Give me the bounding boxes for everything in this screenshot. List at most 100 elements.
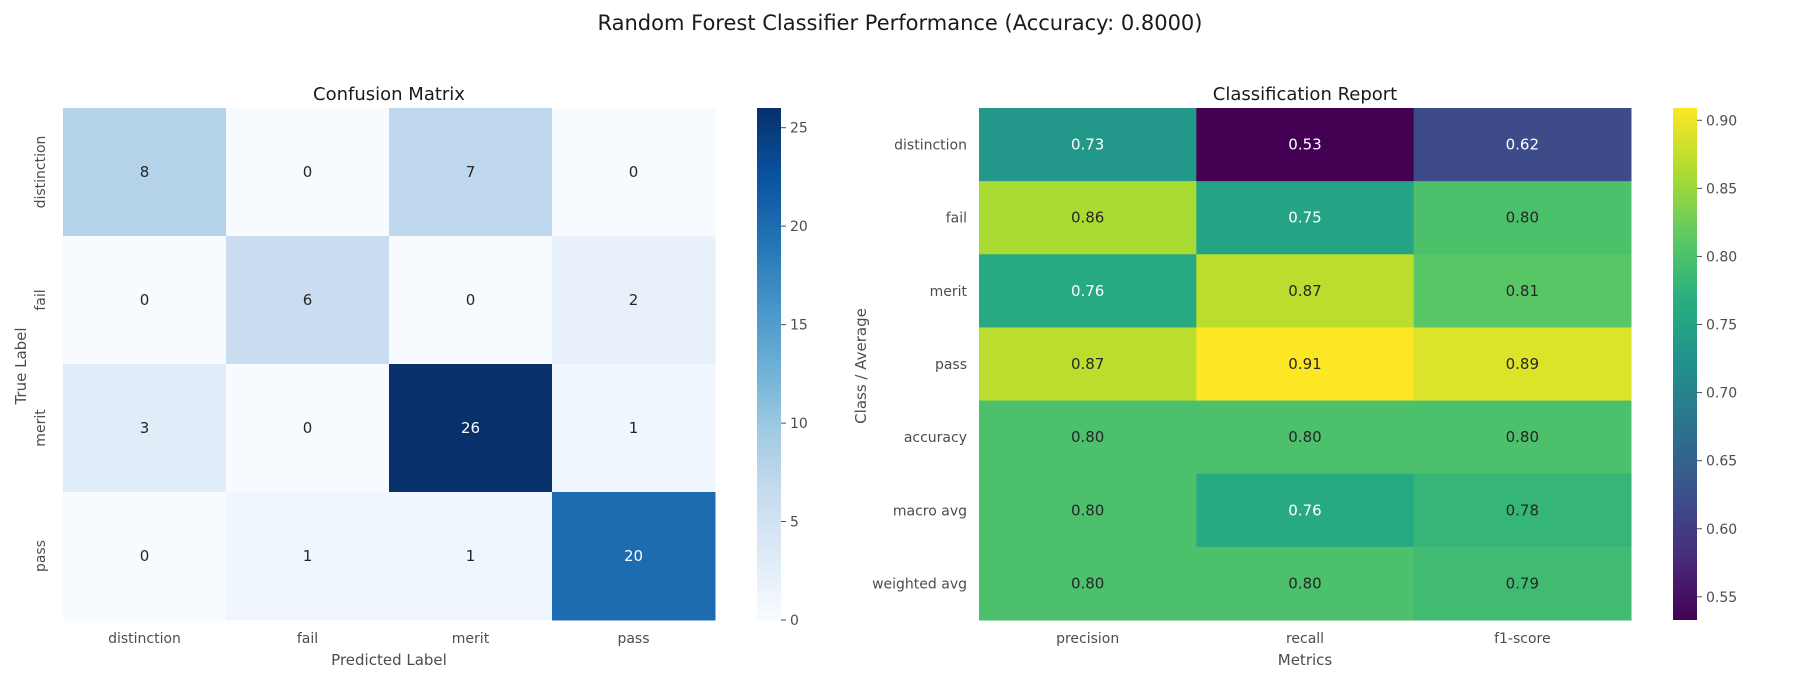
classification-report-cell [979,181,1197,255]
confusion-matrix-cell [389,364,553,493]
confusion-matrix-cell-label: 0 [629,163,639,181]
confusion-matrix-cell-label: 6 [303,291,313,309]
confusion-matrix-cell-label: 26 [461,419,480,437]
confusion-matrix-y-tick-label: pass [33,540,49,572]
confusion-matrix-colorbar [757,108,781,620]
confusion-matrix-colorbar-tick-label: 25 [790,121,808,137]
confusion-matrix-cells: 8 0 7 0 0 6 0 2 3 0 26 1 0 1 1 20 [63,108,716,621]
classification-report-cell-label: 0.80 [1288,574,1321,592]
classification-report-colorbar-ticks: 0.55 0.60 0.65 0.70 0.75 0.80 0.85 0.90 [1697,113,1737,606]
classification-report-colorbar-tick-label: 0.90 [1706,113,1737,129]
confusion-matrix-cell-label: 3 [140,419,150,437]
figure-title: Random Forest Classifier Performance (Ac… [598,11,1203,35]
confusion-matrix-cell-label: 7 [466,163,476,181]
confusion-matrix-x-tick-label: fail [297,631,318,647]
classification-report-y-ticks: distinction fail merit pass accuracy macro av… [872,138,967,593]
confusion-matrix-cell [226,108,390,237]
confusion-matrix-cell-label: 8 [140,163,150,181]
classification-report-cell-label: 0.80 [1506,428,1539,446]
classification-report-cell [1413,546,1632,621]
confusion-matrix-colorbar-tick-label: 10 [790,416,808,432]
confusion-matrix-cell-label: 0 [303,419,313,437]
confusion-matrix-y-tick-label: fail [33,289,49,310]
classification-report-cell-label: 0.81 [1506,282,1539,300]
classification-report-cell [1196,400,1415,475]
classification-report-cell [979,327,1197,402]
classification-report-cell-label: 0.80 [1071,428,1104,446]
confusion-matrix-cell-label: 1 [629,419,639,437]
classification-report-x-ticks: precision recall f1-score [1056,631,1551,647]
confusion-matrix-cell-label: 1 [466,547,476,565]
classification-report-cell-label: 0.91 [1288,355,1321,373]
confusion-matrix-cell [389,108,553,237]
classification-report-y-tick-label: macro avg [893,503,967,519]
confusion-matrix-colorbar-tick-label: 5 [790,515,799,531]
confusion-matrix-cell-label: 20 [624,547,643,565]
classification-report-cell [979,546,1197,621]
classification-report-cell-label: 0.79 [1506,574,1539,592]
classification-report-cell-label: 0.78 [1506,501,1539,519]
confusion-matrix-cell [552,492,716,621]
confusion-matrix-y-ticks: distinction fail merit pass [33,136,49,572]
confusion-matrix-colorbar-ticks: 0 5 10 15 20 25 [781,121,808,629]
confusion-matrix-cell [63,492,227,621]
confusion-matrix-x-tick-label: pass [617,631,649,647]
classification-report-colorbar-tick-label: 0.60 [1706,522,1737,538]
classification-report-cell [1196,327,1415,402]
classification-report-cell-label: 0.80 [1288,428,1321,446]
classification-report-colorbar [1673,108,1697,620]
classification-report-x-axis-label: Metrics [1278,651,1333,669]
classification-report-cell [979,473,1197,548]
confusion-matrix-cell [226,492,390,621]
classification-report-cell [979,108,1197,182]
confusion-matrix-colorbar-tick-label: 20 [790,219,808,235]
classification-report-cell [1196,473,1415,548]
confusion-matrix-cell [552,364,716,493]
classification-report-cell [1413,473,1632,548]
classification-report-x-tick-label: precision [1056,631,1119,647]
confusion-matrix-cell-label: 0 [140,291,150,309]
confusion-matrix-x-axis-label: Predicted Label [331,651,447,669]
classification-report-cell-label: 0.80 [1071,574,1104,592]
confusion-matrix-x-tick-label: distinction [108,631,181,647]
classification-report-colorbar-tick-label: 0.65 [1706,454,1737,470]
classification-report-cell-label: 0.87 [1071,355,1104,373]
classification-report-cell-label: 0.76 [1071,282,1104,300]
confusion-matrix-cell-label: 0 [303,163,313,181]
classification-report-cell-label: 0.62 [1506,136,1539,154]
classification-report-y-tick-label: accuracy [904,430,967,446]
confusion-matrix-title: Confusion Matrix [313,84,465,105]
confusion-matrix-cell [389,492,553,621]
classification-report-y-tick-label: pass [935,357,967,373]
classification-report-title: Classification Report [1213,84,1398,105]
classification-report-colorbar-tick-label: 0.55 [1706,590,1737,606]
classification-report-cell-label: 0.89 [1506,355,1539,373]
classification-report-cell [1413,181,1632,255]
classification-report-x-tick-label: f1-score [1494,631,1551,647]
classification-report-y-tick-label: fail [946,211,967,227]
confusion-matrix-cell [552,236,716,365]
confusion-matrix-colorbar-tick-label: 15 [790,318,808,334]
classification-report-cell-label: 0.76 [1288,501,1321,519]
classification-report-cell [979,400,1197,475]
classification-report-cell [1196,108,1415,182]
confusion-matrix-cell [63,236,227,365]
classification-report-cell-label: 0.86 [1071,209,1104,227]
confusion-matrix-cell [63,364,227,493]
classification-report-cell-label: 0.80 [1071,501,1104,519]
confusion-matrix-y-tick-label: distinction [33,136,49,209]
classification-report-cell [1413,400,1632,475]
classification-report-y-tick-label: weighted avg [872,576,967,592]
classification-report-x-tick-label: recall [1286,631,1324,647]
classification-report-cell [979,254,1197,328]
classification-report-cells: 0.73 0.53 0.62 0.86 0.75 0.80 0.76 0.87 0.81 0.87… [979,108,1632,621]
confusion-matrix-cell [552,108,716,237]
classification-report-cell [1196,181,1415,255]
confusion-matrix-cell [226,364,390,493]
classification-report-y-tick-label: merit [930,284,968,300]
classification-report-cell [1413,327,1632,402]
classification-report-cell [1196,546,1415,621]
confusion-matrix-cell-label: 1 [303,547,313,565]
classification-report-colorbar-tick-label: 0.85 [1706,181,1737,197]
